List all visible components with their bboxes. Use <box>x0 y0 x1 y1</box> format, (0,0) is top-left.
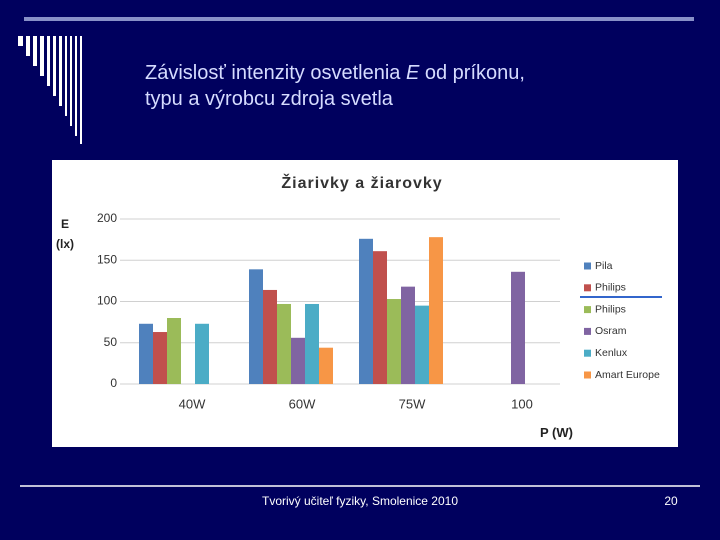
decoration <box>18 17 694 144</box>
y-tick-label: 100 <box>97 294 117 308</box>
x-tick-label: 40W <box>179 396 206 411</box>
legend-label: Kenlux <box>595 347 628 359</box>
legend-label: Pila <box>595 260 613 272</box>
y-tick-label: 50 <box>104 335 118 349</box>
x-tick-label: 75W <box>399 396 426 411</box>
bar <box>153 332 167 384</box>
bar <box>387 299 401 384</box>
bar <box>373 251 387 384</box>
legend-label: Philips <box>595 282 626 294</box>
bar <box>319 347 333 384</box>
legend-swatch <box>584 262 591 270</box>
page-number: 20 <box>664 494 678 508</box>
title-text: Závislosť intenzity osvetlenia <box>145 62 406 84</box>
x-axis-label: P (W) <box>540 425 573 440</box>
legend-swatch <box>584 349 591 357</box>
bar <box>401 286 415 384</box>
bar <box>249 269 263 384</box>
title-symbol: E <box>405 62 420 84</box>
y-axis-label: E (lx) <box>56 217 74 251</box>
y-tick-label: 150 <box>97 252 117 266</box>
y-tick-label: 0 <box>110 376 117 390</box>
bar <box>167 318 181 384</box>
bar <box>359 238 373 384</box>
chart-title: Žiarivky a žiarovky <box>281 173 442 192</box>
bar <box>291 337 305 384</box>
x-tick-label: 60W <box>289 396 316 411</box>
legend-swatch <box>584 306 591 314</box>
title-text: typu a výrobcu zdroja svetla <box>145 88 393 110</box>
legend-swatch <box>584 371 591 379</box>
legend-swatch <box>584 284 591 292</box>
bar <box>139 323 153 384</box>
bar <box>195 323 209 384</box>
legend-label: Osram <box>595 325 627 337</box>
bar <box>305 303 319 384</box>
bar <box>263 289 277 384</box>
bar <box>511 271 525 384</box>
title-text: od príkonu, <box>419 62 525 84</box>
bar <box>429 237 443 384</box>
legend-label: Philips <box>595 303 626 315</box>
footer: Tvorivý učiteľ fyziky, Smolenice 2010 <box>262 494 458 508</box>
y-tick-label: 200 <box>97 211 117 225</box>
x-tick-label: 100 <box>511 396 533 411</box>
legend-label: Amart Europe <box>595 369 660 381</box>
legend-swatch <box>584 327 591 335</box>
bar <box>415 305 429 384</box>
slide-title: Závislosť intenzity osvetlenia E od prík… <box>145 60 525 112</box>
bar <box>277 303 291 384</box>
